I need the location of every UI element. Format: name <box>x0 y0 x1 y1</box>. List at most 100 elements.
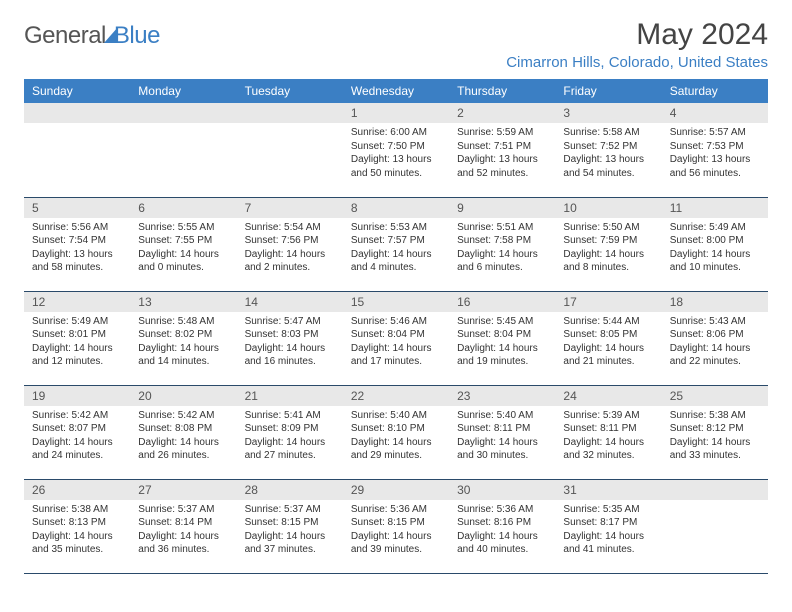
daylight-line-2: and 37 minutes. <box>245 543 335 557</box>
day-details: Sunrise: 5:47 AMSunset: 8:03 PMDaylight:… <box>237 312 343 375</box>
sunset-line: Sunset: 8:11 PM <box>563 422 653 436</box>
calendar-cell: 22Sunrise: 5:40 AMSunset: 8:10 PMDayligh… <box>343 385 449 479</box>
day-number: 17 <box>555 292 661 312</box>
daylight-line-1: Daylight: 13 hours <box>670 153 760 167</box>
calendar-cell: 6Sunrise: 5:55 AMSunset: 7:55 PMDaylight… <box>130 197 236 291</box>
weekday-header-thursday: Thursday <box>449 79 555 103</box>
calendar-cell <box>24 103 130 197</box>
day-details: Sunrise: 5:56 AMSunset: 7:54 PMDaylight:… <box>24 218 130 281</box>
day-details: Sunrise: 5:50 AMSunset: 7:59 PMDaylight:… <box>555 218 661 281</box>
sunrise-line: Sunrise: 5:45 AM <box>457 315 547 329</box>
sunrise-line: Sunrise: 5:49 AM <box>670 221 760 235</box>
sunset-line: Sunset: 8:16 PM <box>457 516 547 530</box>
sunrise-line: Sunrise: 5:38 AM <box>32 503 122 517</box>
calendar-cell: 13Sunrise: 5:48 AMSunset: 8:02 PMDayligh… <box>130 291 236 385</box>
day-details: Sunrise: 5:36 AMSunset: 8:16 PMDaylight:… <box>449 500 555 563</box>
day-number: 29 <box>343 480 449 500</box>
daylight-line-1: Daylight: 13 hours <box>563 153 653 167</box>
sunset-line: Sunset: 8:04 PM <box>457 328 547 342</box>
day-details: Sunrise: 5:37 AMSunset: 8:15 PMDaylight:… <box>237 500 343 563</box>
daylight-line-2: and 6 minutes. <box>457 261 547 275</box>
daylight-line-1: Daylight: 14 hours <box>351 436 441 450</box>
calendar-cell: 24Sunrise: 5:39 AMSunset: 8:11 PMDayligh… <box>555 385 661 479</box>
day-details: Sunrise: 5:58 AMSunset: 7:52 PMDaylight:… <box>555 123 661 186</box>
calendar-cell: 9Sunrise: 5:51 AMSunset: 7:58 PMDaylight… <box>449 197 555 291</box>
day-number: 20 <box>130 386 236 406</box>
day-number: 6 <box>130 198 236 218</box>
weekday-header-row: SundayMondayTuesdayWednesdayThursdayFrid… <box>24 79 768 103</box>
day-details: Sunrise: 5:45 AMSunset: 8:04 PMDaylight:… <box>449 312 555 375</box>
title-block: May 2024 Cimarron Hills, Colorado, Unite… <box>506 18 768 71</box>
sunset-line: Sunset: 8:03 PM <box>245 328 335 342</box>
sunset-line: Sunset: 8:09 PM <box>245 422 335 436</box>
daylight-line-1: Daylight: 14 hours <box>563 248 653 262</box>
sunset-line: Sunset: 8:07 PM <box>32 422 122 436</box>
calendar-cell: 10Sunrise: 5:50 AMSunset: 7:59 PMDayligh… <box>555 197 661 291</box>
day-details: Sunrise: 5:57 AMSunset: 7:53 PMDaylight:… <box>662 123 768 186</box>
daylight-line-2: and 14 minutes. <box>138 355 228 369</box>
daylight-line-2: and 2 minutes. <box>245 261 335 275</box>
day-number: 24 <box>555 386 661 406</box>
sunset-line: Sunset: 8:15 PM <box>245 516 335 530</box>
calendar-cell: 23Sunrise: 5:40 AMSunset: 8:11 PMDayligh… <box>449 385 555 479</box>
daylight-line-1: Daylight: 14 hours <box>138 248 228 262</box>
sunrise-line: Sunrise: 5:37 AM <box>138 503 228 517</box>
day-details: Sunrise: 5:39 AMSunset: 8:11 PMDaylight:… <box>555 406 661 469</box>
day-number: 8 <box>343 198 449 218</box>
sunrise-line: Sunrise: 5:47 AM <box>245 315 335 329</box>
sunrise-line: Sunrise: 5:55 AM <box>138 221 228 235</box>
daylight-line-1: Daylight: 14 hours <box>457 530 547 544</box>
daylight-line-2: and 19 minutes. <box>457 355 547 369</box>
daylight-line-2: and 33 minutes. <box>670 449 760 463</box>
calendar-cell: 25Sunrise: 5:38 AMSunset: 8:12 PMDayligh… <box>662 385 768 479</box>
sunset-line: Sunset: 7:57 PM <box>351 234 441 248</box>
day-details: Sunrise: 5:46 AMSunset: 8:04 PMDaylight:… <box>343 312 449 375</box>
calendar-cell: 19Sunrise: 5:42 AMSunset: 8:07 PMDayligh… <box>24 385 130 479</box>
day-details: Sunrise: 5:53 AMSunset: 7:57 PMDaylight:… <box>343 218 449 281</box>
calendar-cell: 28Sunrise: 5:37 AMSunset: 8:15 PMDayligh… <box>237 479 343 573</box>
daylight-line-1: Daylight: 13 hours <box>32 248 122 262</box>
daylight-line-1: Daylight: 14 hours <box>670 248 760 262</box>
day-details: Sunrise: 5:36 AMSunset: 8:15 PMDaylight:… <box>343 500 449 563</box>
day-details: Sunrise: 5:43 AMSunset: 8:06 PMDaylight:… <box>662 312 768 375</box>
sunset-line: Sunset: 8:15 PM <box>351 516 441 530</box>
day-number-empty <box>24 103 130 123</box>
sunrise-line: Sunrise: 5:42 AM <box>32 409 122 423</box>
daylight-line-1: Daylight: 14 hours <box>32 530 122 544</box>
calendar-cell: 21Sunrise: 5:41 AMSunset: 8:09 PMDayligh… <box>237 385 343 479</box>
day-number: 26 <box>24 480 130 500</box>
sunset-line: Sunset: 7:53 PM <box>670 140 760 154</box>
daylight-line-2: and 22 minutes. <box>670 355 760 369</box>
daylight-line-1: Daylight: 14 hours <box>563 436 653 450</box>
sunset-line: Sunset: 8:11 PM <box>457 422 547 436</box>
daylight-line-2: and 56 minutes. <box>670 167 760 181</box>
daylight-line-1: Daylight: 14 hours <box>351 248 441 262</box>
daylight-line-1: Daylight: 14 hours <box>245 342 335 356</box>
sunrise-line: Sunrise: 5:42 AM <box>138 409 228 423</box>
sunrise-line: Sunrise: 5:39 AM <box>563 409 653 423</box>
daylight-line-1: Daylight: 14 hours <box>670 342 760 356</box>
calendar-week-row: 1Sunrise: 6:00 AMSunset: 7:50 PMDaylight… <box>24 103 768 197</box>
day-number: 4 <box>662 103 768 123</box>
calendar-cell: 2Sunrise: 5:59 AMSunset: 7:51 PMDaylight… <box>449 103 555 197</box>
calendar-cell <box>662 479 768 573</box>
calendar-table: SundayMondayTuesdayWednesdayThursdayFrid… <box>24 79 768 574</box>
calendar-week-row: 26Sunrise: 5:38 AMSunset: 8:13 PMDayligh… <box>24 479 768 573</box>
day-number: 1 <box>343 103 449 123</box>
calendar-cell: 3Sunrise: 5:58 AMSunset: 7:52 PMDaylight… <box>555 103 661 197</box>
calendar-cell: 7Sunrise: 5:54 AMSunset: 7:56 PMDaylight… <box>237 197 343 291</box>
daylight-line-2: and 54 minutes. <box>563 167 653 181</box>
calendar-cell: 27Sunrise: 5:37 AMSunset: 8:14 PMDayligh… <box>130 479 236 573</box>
daylight-line-2: and 27 minutes. <box>245 449 335 463</box>
daylight-line-2: and 40 minutes. <box>457 543 547 557</box>
sunrise-line: Sunrise: 5:46 AM <box>351 315 441 329</box>
sunset-line: Sunset: 8:12 PM <box>670 422 760 436</box>
sunset-line: Sunset: 8:00 PM <box>670 234 760 248</box>
daylight-line-1: Daylight: 14 hours <box>138 530 228 544</box>
day-details: Sunrise: 5:38 AMSunset: 8:12 PMDaylight:… <box>662 406 768 469</box>
day-details: Sunrise: 5:49 AMSunset: 8:01 PMDaylight:… <box>24 312 130 375</box>
sunset-line: Sunset: 8:14 PM <box>138 516 228 530</box>
day-details: Sunrise: 5:48 AMSunset: 8:02 PMDaylight:… <box>130 312 236 375</box>
day-number: 31 <box>555 480 661 500</box>
sunrise-line: Sunrise: 5:58 AM <box>563 126 653 140</box>
